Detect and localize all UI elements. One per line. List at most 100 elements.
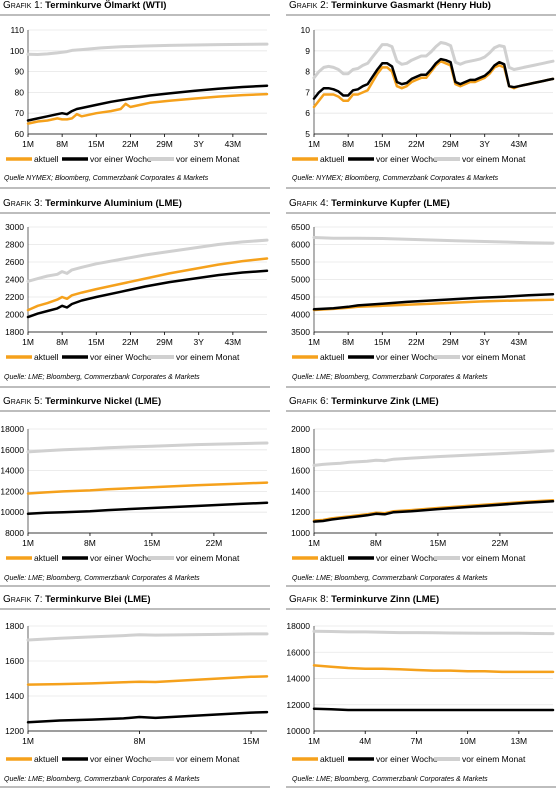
chart-title: Grafik 2: Terminkurve Gasmarkt (Henry Hu… xyxy=(289,0,491,11)
series-line-vor-einem-monat xyxy=(26,238,269,283)
legend-label-aktuell: aktuell xyxy=(320,352,345,362)
x-tick-label: 22M xyxy=(122,337,139,347)
legend-label-vor-einer-woche: vor einer Woche xyxy=(376,352,438,362)
title-separator xyxy=(0,608,270,610)
y-tick-label: 14000 xyxy=(286,674,310,684)
chart-source: Quelle: LME; Bloomberg, Commerzbank Corp… xyxy=(292,776,488,783)
y-tick-label: 4000 xyxy=(291,310,310,320)
legend-label-aktuell: aktuell xyxy=(320,754,345,764)
chart-source: Quelle: NYMEX; Bloomberg, Commerzbank Co… xyxy=(292,175,499,182)
chart-svg: 5 6 7 8 9 10 1M 8M 15M 22M 29M 3Y 43M aktuell vor eine… xyxy=(292,25,555,164)
chart-number: Grafik 2: xyxy=(289,0,329,11)
y-tick-label: 90 xyxy=(15,67,25,77)
x-tick-label: 1M xyxy=(22,337,34,347)
chart-panel-oil: Grafik 1: Terminkurve Ölmarkt (WTI) Quell… xyxy=(0,0,270,197)
x-tick-label: 1M xyxy=(308,736,320,746)
bottom-separator xyxy=(286,386,556,388)
series-line-vor-einer-woche xyxy=(26,84,269,122)
series-line-aktuell xyxy=(26,92,269,125)
x-tick-label: 15M xyxy=(243,736,260,746)
series-line-vor-einem-monat xyxy=(312,236,555,245)
legend-label-aktuell: aktuell xyxy=(34,754,59,764)
x-tick-label: 22M xyxy=(408,337,425,347)
x-tick-label: 22M xyxy=(408,139,425,149)
y-tick-label: 1200 xyxy=(5,726,24,736)
y-tick-label: 8 xyxy=(305,67,310,77)
y-tick-label: 100 xyxy=(10,46,24,56)
chart-title-text: Terminkurve Kupfer (LME) xyxy=(328,198,450,209)
series-line-aktuell xyxy=(26,481,269,495)
legend-label-vor-einer-woche: vor einer Woche xyxy=(376,754,438,764)
x-tick-label: 29M xyxy=(156,139,173,149)
legend-label-vor-einem-monat: vor einem Monat xyxy=(462,154,526,164)
chart-svg: 1800 2000 2200 2400 2600 2800 3000 1M 8M 15M 22M 29… xyxy=(5,222,269,362)
chart-panel-copper: Grafik 4: Terminkurve Kupfer (LME) Quelle… xyxy=(286,198,556,395)
y-tick-label: 1800 xyxy=(5,621,24,631)
y-tick-label: 1600 xyxy=(291,466,310,476)
x-tick-label: 15M xyxy=(88,337,105,347)
x-tick-label: 3Y xyxy=(194,337,205,347)
x-tick-label: 8M xyxy=(342,337,354,347)
title-separator xyxy=(0,14,270,16)
legend-label-aktuell: aktuell xyxy=(34,352,59,362)
x-tick-label: 15M xyxy=(144,538,161,548)
x-tick-label: 4M xyxy=(359,736,371,746)
x-tick-label: 29M xyxy=(156,337,173,347)
title-separator xyxy=(286,608,556,610)
x-tick-label: 15M xyxy=(374,337,391,347)
legend-label-aktuell: aktuell xyxy=(34,154,59,164)
series-line-vor-einem-monat xyxy=(26,42,269,56)
chart-svg: 10000 12000 14000 16000 18000 1M 4M 7M 10M 13M akt… xyxy=(286,621,555,764)
y-tick-label: 12000 xyxy=(286,700,310,710)
y-tick-label: 70 xyxy=(15,108,25,118)
bottom-separator xyxy=(0,585,270,587)
x-tick-label: 3Y xyxy=(480,139,491,149)
x-tick-label: 22M xyxy=(206,538,223,548)
legend-label-vor-einer-woche: vor einer Woche xyxy=(376,154,438,164)
chart-panel-aluminium: Grafik 3: Terminkurve Aluminium (LME) Que… xyxy=(0,198,270,395)
legend-label-vor-einer-woche: vor einer Woche xyxy=(376,553,438,563)
x-tick-label: 8M xyxy=(342,139,354,149)
chart-panel-lead: Grafik 7: Terminkurve Blei (LME) Quelle: … xyxy=(0,594,270,791)
chart-number: Grafik 5: xyxy=(3,396,43,407)
y-tick-label: 16000 xyxy=(286,647,310,657)
x-tick-label: 7M xyxy=(411,736,423,746)
chart-panel-zinc: Grafik 6: Terminkurve Zink (LME) Quelle: … xyxy=(286,396,556,593)
y-tick-label: 14000 xyxy=(0,466,24,476)
chart-svg: 8000 10000 12000 14000 16000 18000 1M 8M 15M 22M a… xyxy=(0,424,269,563)
series-line-aktuell xyxy=(26,675,269,686)
legend-label-vor-einem-monat: vor einem Monat xyxy=(176,754,240,764)
legend-label-vor-einer-woche: vor einer Woche xyxy=(90,154,152,164)
chart-number: Grafik 8: xyxy=(289,594,329,605)
y-tick-label: 10 xyxy=(301,25,311,35)
y-tick-label: 1400 xyxy=(5,691,24,701)
series-line-vor-einer-woche xyxy=(312,500,555,523)
y-tick-label: 1800 xyxy=(291,445,310,455)
series-line-vor-einer-woche xyxy=(312,292,555,311)
x-tick-label: 8M xyxy=(56,139,68,149)
chart-panel-nickel: Grafik 5: Terminkurve Nickel (LME) Quelle… xyxy=(0,396,270,593)
y-tick-label: 1400 xyxy=(291,486,310,496)
chart-source: Quelle: LME; Bloomberg, Commerzbank Corp… xyxy=(4,776,200,783)
x-tick-label: 1M xyxy=(22,139,34,149)
series-line-vor-einem-monat xyxy=(26,632,269,642)
chart-panel-gas: Grafik 2: Terminkurve Gasmarkt (Henry Hu… xyxy=(286,0,556,197)
chart-title: Grafik 5: Terminkurve Nickel (LME) xyxy=(3,396,161,407)
chart-title: Grafik 8: Terminkurve Zinn (LME) xyxy=(289,594,439,605)
x-tick-label: 1M xyxy=(308,337,320,347)
series-line-aktuell xyxy=(26,257,269,312)
x-tick-label: 13M xyxy=(511,736,528,746)
x-tick-label: 8M xyxy=(134,736,146,746)
x-tick-label: 29M xyxy=(442,337,459,347)
y-tick-label: 5 xyxy=(305,129,310,139)
y-tick-label: 60 xyxy=(15,129,25,139)
bottom-separator xyxy=(286,585,556,587)
x-tick-label: 8M xyxy=(84,538,96,548)
x-tick-label: 29M xyxy=(442,139,459,149)
y-tick-label: 1600 xyxy=(5,656,24,666)
chart-panel-tin: Grafik 8: Terminkurve Zinn (LME) Quelle: … xyxy=(286,594,556,791)
x-tick-label: 43M xyxy=(225,139,242,149)
y-tick-label: 2000 xyxy=(291,424,310,434)
y-tick-label: 16000 xyxy=(0,445,24,455)
y-tick-label: 9 xyxy=(305,46,310,56)
